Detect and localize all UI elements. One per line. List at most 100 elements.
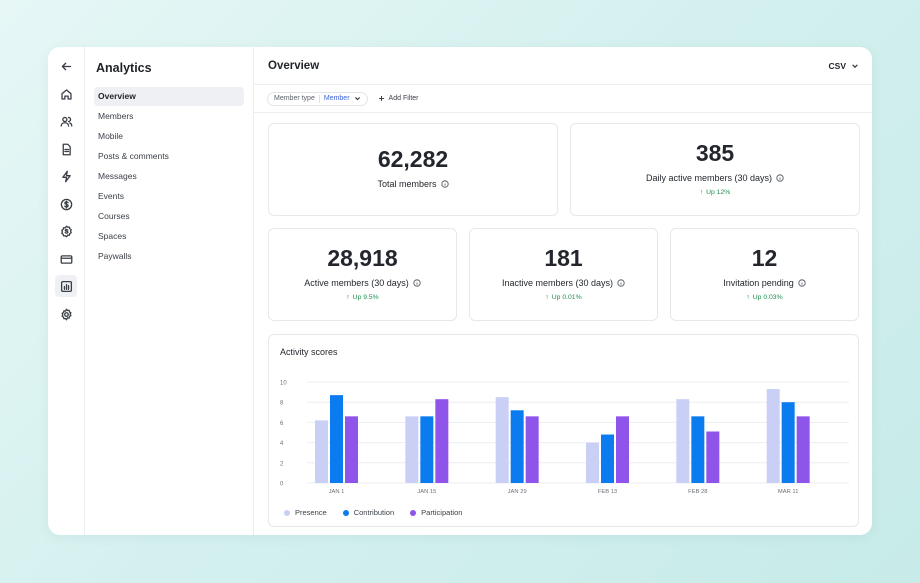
legend-label: Presence [295,508,327,517]
x-tick-label: JAN 15 [417,489,436,495]
stat-value: 62,282 [377,146,449,172]
bar-presence [766,389,780,483]
csv-export-dropdown[interactable]: CSV [829,61,859,71]
legend-label: Contribution [353,508,395,517]
arrow-up-icon: ↑ [545,294,549,301]
member-type-filter[interactable]: Member type Member [267,91,368,106]
back-arrow-icon[interactable] [55,55,77,77]
legend-swatch [342,509,349,516]
info-icon[interactable] [413,279,421,287]
y-tick-label: 4 [280,441,284,447]
stat-label: Daily active members (30 days) [645,173,773,183]
sidebar-item-posts-comments[interactable]: Posts & comments [98,151,169,161]
bar-participation [616,416,629,483]
bar-presence [315,420,328,483]
info-icon[interactable] [798,279,806,287]
lightning-icon[interactable] [55,165,77,187]
icon-rail [48,47,85,535]
home-icon[interactable] [55,83,77,105]
app-window: Analytics Overview Members Mobile Posts … [48,47,872,535]
activity-scores-card: Activity scores 0 2 4 6 8 10 JAN 1 JAN 15 JAN 29… [268,334,859,527]
x-tick-label: JAN 29 [508,489,527,495]
sidebar-item-courses[interactable]: Courses [98,211,130,221]
stat-value: 385 [695,140,735,166]
bar-contribution [781,402,795,483]
dollar-icon[interactable] [55,193,77,215]
analytics-sidebar: Analytics Overview Members Mobile Posts … [85,47,254,535]
csv-label: CSV [828,60,846,71]
sidebar-item-events[interactable]: Events [98,191,124,201]
arrow-up-icon: ↑ [746,294,750,301]
info-icon[interactable] [440,180,449,188]
page-title: Overview [268,59,320,72]
x-tick-label: FEB 13 [598,489,617,495]
y-tick-label: 8 [280,401,284,407]
trend-text: Up 12% [706,189,731,196]
legend-swatch [410,509,417,516]
add-filter-label: Add Filter [388,95,419,102]
bar-contribution [420,416,434,483]
credit-card-icon[interactable] [55,248,77,270]
bar-participation [796,416,810,483]
sidebar-item-overview[interactable]: Overview [94,87,244,106]
stat-card-invitation-pending: 12 Invitation pending ↑ Up 0.03% [670,228,859,321]
bar-participation [435,399,449,483]
legend-label: Participation [421,508,463,517]
filter-label: Member type [274,95,315,102]
sidebar-item-spaces[interactable]: Spaces [98,231,127,241]
stat-value: 181 [544,245,583,271]
legend-item-participation[interactable]: Participation [410,508,462,517]
y-tick-label: 10 [280,381,287,387]
bar-presence [676,399,690,483]
stat-value: 28,918 [327,245,398,271]
legend-swatch [284,509,290,516]
bar-contribution [330,395,343,483]
info-icon[interactable] [617,279,625,287]
bar-presence [495,397,509,483]
sidebar-item-messages[interactable]: Messages [98,171,137,181]
stat-label: Inactive members (30 days) [501,278,614,288]
header: Overview CSV [254,47,872,85]
y-tick-label: 0 [280,482,284,488]
stat-card-total-members: 62,282 Total members [268,123,558,216]
stat-card-daily-active: 385 Daily active members (30 days) ↑ Up 1… [570,123,860,216]
chevron-down-icon [852,63,858,68]
stat-card-active-members: 28,918 Active members (30 days) ↑ Up 9.5% [268,228,457,321]
bar-participation [345,416,358,483]
bar-contribution [691,416,705,483]
filter-bar: Member type Member Add Filter [254,85,872,113]
settings-gear-icon[interactable] [55,303,77,325]
plus-icon [378,96,384,101]
bar-contribution [601,434,614,483]
stat-label: Active members (30 days) [304,278,409,288]
legend-item-presence[interactable]: Presence [284,508,327,517]
trend-text: Up 0.03% [752,294,783,301]
stat-label: Invitation pending [723,278,794,288]
stat-card-inactive-members: 181 Inactive members (30 days) ↑ Up 0.01% [469,228,658,321]
trend-text: Up 9.5% [352,294,379,301]
x-tick-label: FEB 28 [688,489,707,495]
sidebar-item-members[interactable]: Members [98,111,134,121]
info-icon[interactable] [776,174,784,182]
analytics-chart-icon[interactable] [55,275,77,297]
y-tick-label: 6 [280,421,284,427]
members-icon[interactable] [55,110,77,132]
activity-scores-chart: 0 2 4 6 8 10 JAN 1 JAN 15 JAN 29 FEB 13 FEB 28 MAR … [280,381,849,495]
badge-dollar-icon[interactable] [55,220,77,242]
x-tick-label: MAR 11 [778,489,799,495]
legend-item-contribution[interactable]: Contribution [342,508,395,517]
arrow-up-icon: ↑ [699,189,704,196]
document-icon[interactable] [55,138,77,160]
stat-label: Total members [377,179,437,189]
add-filter-button[interactable]: Add Filter [378,95,419,102]
chart-legend: Presence Contribution Participation [284,508,462,517]
bar-participation [525,416,539,483]
filter-value: Member [323,95,350,102]
sidebar-item-paywalls[interactable]: Paywalls [98,251,132,261]
arrow-up-icon: ↑ [346,294,350,301]
chart-title: Activity scores [280,347,338,357]
filter-divider [318,94,320,103]
bar-presence [405,416,419,483]
main-panel: Overview CSV Member type Member Add Filt… [254,47,872,535]
sidebar-item-mobile[interactable]: Mobile [98,131,124,141]
